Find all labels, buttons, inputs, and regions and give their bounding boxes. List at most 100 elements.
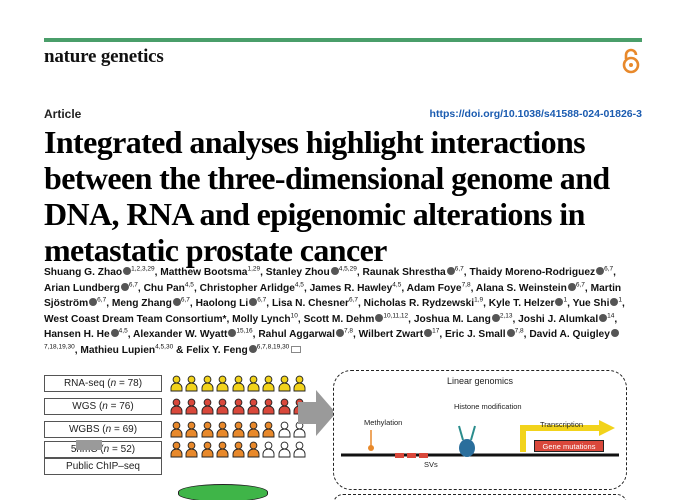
author-name[interactable]: James R. Hawley xyxy=(309,282,393,294)
orcid-icon[interactable] xyxy=(249,298,258,306)
orcid-icon[interactable] xyxy=(610,329,619,337)
cohort-n: 76 xyxy=(119,401,131,412)
author-name[interactable]: Kyle T. Helzer xyxy=(488,298,555,309)
person-icon xyxy=(185,421,198,438)
author-affiliation: 1 xyxy=(618,296,623,304)
gene-mutations-box: Gene mutations xyxy=(534,440,604,452)
author-name[interactable]: Felix Y. Feng xyxy=(186,344,248,356)
person-icon xyxy=(216,398,229,415)
author-name[interactable]: David A. Quigley xyxy=(529,329,610,340)
mail-icon[interactable] xyxy=(291,345,302,353)
author-affiliation: 1,2,3,29 xyxy=(131,265,155,273)
author-name[interactable]: Alana S. Weinstein xyxy=(475,282,567,294)
author-name[interactable]: Arian Lundberg xyxy=(44,282,120,294)
title-line: Integrated analyses highlight interactio… xyxy=(44,124,586,160)
orcid-icon[interactable] xyxy=(506,329,515,337)
person-icon xyxy=(216,375,229,392)
author-affiliation: 6,7 xyxy=(575,281,585,289)
cohort-label: WGBS (n = 69) xyxy=(44,421,162,438)
author-name[interactable]: Shuang G. Zhao xyxy=(44,267,123,278)
sv-mark xyxy=(419,453,428,458)
cohort-n-suffix: ) xyxy=(138,378,143,389)
author-name[interactable]: Yue Shi xyxy=(572,298,610,309)
author-name[interactable]: Adam Foye xyxy=(406,282,462,294)
person-icon xyxy=(170,441,183,458)
author-name[interactable]: Molly Lynch xyxy=(232,313,291,325)
person-icon xyxy=(170,375,183,392)
svs-label: SVs xyxy=(424,460,438,469)
orcid-icon[interactable] xyxy=(120,282,129,291)
author-name[interactable]: Rahul Aggarwal xyxy=(258,329,335,340)
author-name[interactable]: Eric J. Small xyxy=(445,329,506,340)
person-icon xyxy=(232,375,245,392)
histone-label: Histone modification xyxy=(454,402,522,411)
author-affiliation: 7,8 xyxy=(514,327,524,335)
author-name[interactable]: Joshua M. Lang xyxy=(413,313,491,325)
public-chipseq-label: Public ChIP–seq xyxy=(44,458,162,475)
author-name[interactable]: Lisa N. Chesner xyxy=(271,298,349,309)
orcid-icon[interactable] xyxy=(599,313,608,322)
author-name[interactable]: Alexander W. Wyatt xyxy=(133,329,228,340)
orcid-icon[interactable] xyxy=(248,344,257,353)
author-affiliation: 6,7 xyxy=(97,296,107,304)
author-name[interactable]: Meng Zhang xyxy=(111,298,172,309)
nucleosome-icon xyxy=(459,439,475,457)
orcid-icon[interactable] xyxy=(555,298,564,306)
transcription-arrowhead xyxy=(599,420,615,436)
author-affiliation: 6,7 xyxy=(128,281,138,289)
orcid-icon[interactable] xyxy=(446,267,455,275)
orcid-icon[interactable] xyxy=(228,329,237,337)
orcid-icon[interactable] xyxy=(491,313,500,322)
author-name[interactable]: Matthew Bootsma xyxy=(160,267,248,278)
author-name[interactable]: Scott M. Dehm xyxy=(303,313,375,325)
orcid-icon[interactable] xyxy=(596,267,605,275)
person-icon xyxy=(201,375,214,392)
orcid-icon[interactable] xyxy=(330,267,339,275)
orcid-icon[interactable] xyxy=(375,313,384,322)
author-name[interactable]: Chu Pan xyxy=(143,282,185,294)
author-affiliation: 6,7 xyxy=(257,296,267,304)
author-name[interactable]: Stanley Zhou xyxy=(265,267,330,278)
person-icon xyxy=(185,375,198,392)
author-affiliation: 1,29 xyxy=(247,265,261,273)
person-icon xyxy=(278,421,291,438)
cohort-n: 78 xyxy=(127,378,139,389)
person-icon xyxy=(278,375,291,392)
orcid-icon[interactable] xyxy=(110,329,119,337)
cohort-n-prefix: (n = xyxy=(96,401,120,412)
author-affiliation: 4,5 xyxy=(118,327,128,335)
orcid-icon[interactable] xyxy=(424,329,433,337)
doi-link[interactable]: https://doi.org/10.1038/s41588-024-01826… xyxy=(429,108,642,120)
transcription-arrow xyxy=(520,425,601,452)
person-icon xyxy=(278,398,291,415)
histone-tail xyxy=(470,425,476,441)
orcid-icon[interactable] xyxy=(89,298,98,306)
orcid-icon[interactable] xyxy=(610,298,619,306)
author-name[interactable]: Christopher Arlidge xyxy=(199,282,295,294)
orcid-icon[interactable] xyxy=(123,267,132,275)
author-name[interactable]: Mathieu Lupien xyxy=(80,344,156,356)
author-name[interactable]: Nicholas R. Rydzewski xyxy=(363,298,475,309)
person-icon xyxy=(170,421,183,438)
orcid-icon[interactable] xyxy=(567,282,576,291)
orcid-icon[interactable] xyxy=(172,298,181,306)
author-affiliation: 2,13 xyxy=(499,312,513,320)
person-icon xyxy=(262,421,275,438)
author-name[interactable]: Thaidy Moreno-Rodriguez xyxy=(469,267,596,278)
author-affiliation: 4,5,30 xyxy=(155,343,174,351)
cohort-label: RNA-seq (n = 78) xyxy=(44,375,162,392)
author-name[interactable]: Hansen H. He xyxy=(44,329,110,340)
second-panel xyxy=(333,494,627,500)
author-affiliation: 6,7 xyxy=(454,265,464,273)
author-name[interactable]: Joshi J. Alumkal xyxy=(518,313,599,325)
author-name[interactable]: Martin Sjöström xyxy=(44,282,622,310)
author-name[interactable]: West Coast Dream Team Consortium* xyxy=(44,313,227,325)
author-name[interactable]: Wilbert Zwart xyxy=(358,329,424,340)
journal-name[interactable]: nature genetics xyxy=(44,46,164,67)
author-affiliation: 4,5 xyxy=(184,281,194,289)
sv-mark xyxy=(395,453,404,458)
author-name[interactable]: Haolong Li xyxy=(195,298,249,309)
orcid-icon[interactable] xyxy=(335,329,344,337)
person-icon xyxy=(170,398,183,415)
author-name[interactable]: Raunak Shrestha xyxy=(362,267,446,278)
